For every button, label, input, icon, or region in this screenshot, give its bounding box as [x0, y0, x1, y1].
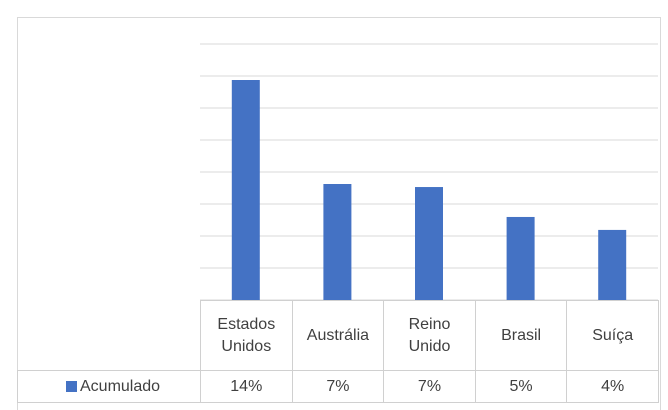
chart-border [17, 17, 661, 410]
data-table-value: 14% [200, 370, 293, 403]
data-table-value: 7% [291, 370, 385, 403]
bar [231, 80, 260, 300]
bar [506, 216, 535, 300]
bar [323, 184, 352, 300]
category-cell: Estados Unidos [200, 300, 293, 371]
bar [415, 187, 443, 300]
legend-swatch [66, 381, 77, 392]
data-table-value: 5% [474, 370, 568, 403]
category-cell: Austrália [291, 300, 385, 371]
data-table-value: 7% [383, 370, 476, 403]
category-cell: Reino Unido [383, 300, 476, 371]
legend-label: Acumulado [80, 377, 161, 395]
legend-cell: Acumulado [17, 370, 201, 403]
category-cell: Suíça [566, 300, 659, 371]
bar [598, 229, 627, 300]
data-table-value: 4% [566, 370, 659, 403]
category-cell: Brasil [474, 300, 568, 371]
